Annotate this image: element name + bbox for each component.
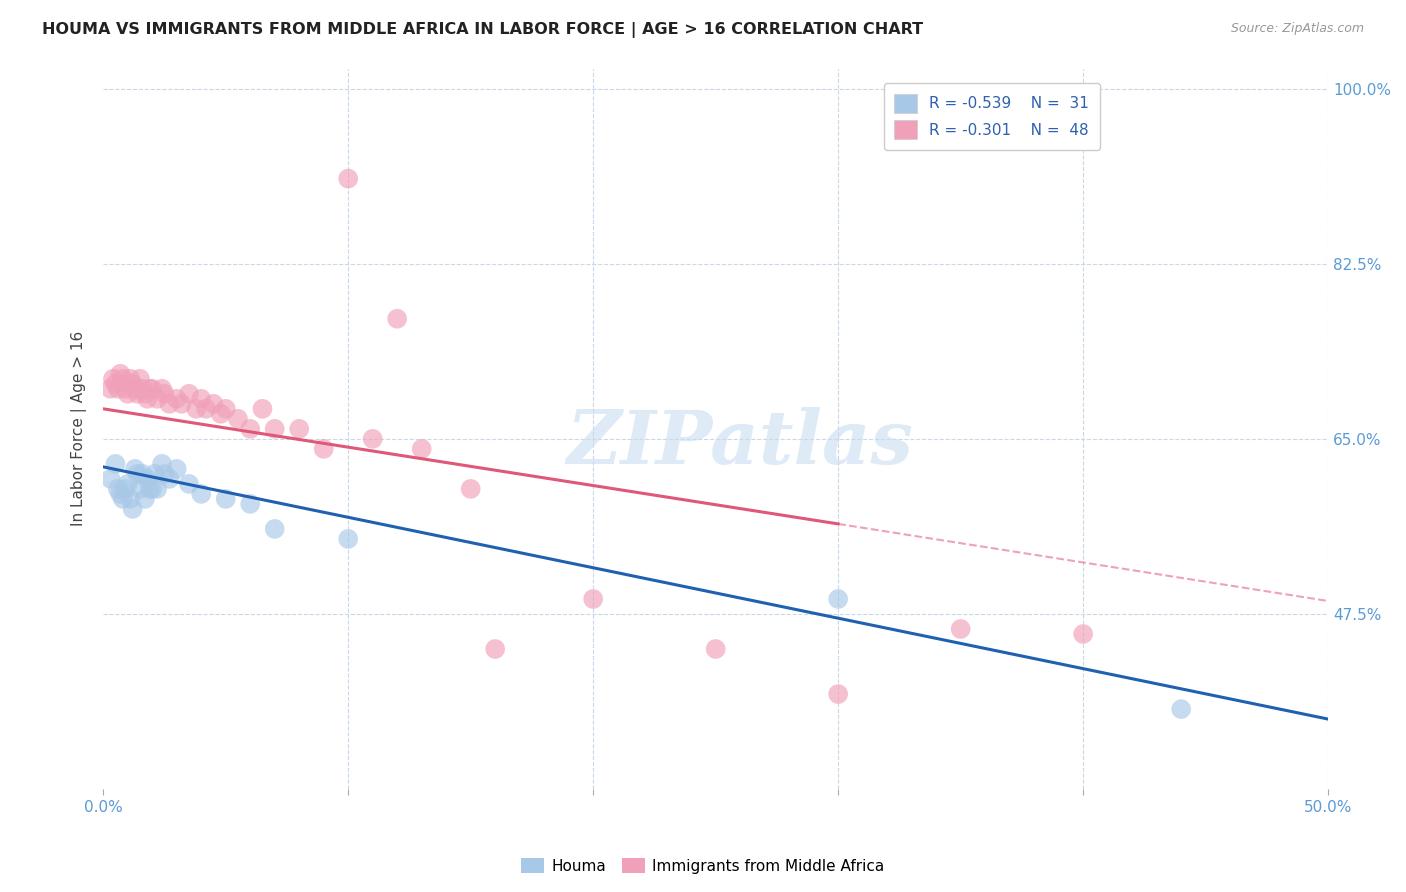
Y-axis label: In Labor Force | Age > 16: In Labor Force | Age > 16 [72, 331, 87, 526]
Text: Source: ZipAtlas.com: Source: ZipAtlas.com [1230, 22, 1364, 36]
Point [312, 442, 335, 456]
Text: HOUMA VS IMMIGRANTS FROM MIDDLE AFRICA IN LABOR FORCE | AGE > 16 CORRELATION CHA: HOUMA VS IMMIGRANTS FROM MIDDLE AFRICA I… [42, 22, 924, 38]
Point [186, 401, 208, 416]
Point [131, 382, 153, 396]
Point [239, 497, 262, 511]
Point [827, 592, 849, 607]
Point [337, 171, 360, 186]
Point [136, 392, 159, 406]
Point [114, 382, 136, 396]
Point [1071, 627, 1094, 641]
Legend: R = -0.539    N =  31, R = -0.301    N =  48: R = -0.539 N = 31, R = -0.301 N = 48 [883, 83, 1099, 150]
Point [146, 482, 169, 496]
Point [101, 372, 124, 386]
Point [124, 382, 146, 396]
Point [190, 487, 212, 501]
Point [157, 472, 180, 486]
Text: ZIPatlas: ZIPatlas [567, 407, 914, 480]
Point [484, 642, 506, 657]
Point [263, 522, 285, 536]
Point [239, 422, 262, 436]
Point [252, 401, 274, 416]
Point [121, 502, 143, 516]
Point [153, 467, 176, 481]
Point [127, 386, 149, 401]
Point [129, 372, 152, 386]
Point [157, 397, 180, 411]
Point [104, 457, 127, 471]
Point [139, 382, 162, 396]
Point [385, 311, 408, 326]
Point [150, 457, 173, 471]
Point [100, 382, 122, 396]
Point [150, 382, 173, 396]
Point [114, 482, 136, 496]
Point [131, 467, 153, 481]
Point [120, 491, 142, 506]
Point [110, 367, 132, 381]
Point [129, 482, 152, 496]
Point [134, 491, 156, 506]
Point [337, 532, 360, 546]
Point [177, 476, 200, 491]
Point [582, 592, 605, 607]
Point [166, 462, 188, 476]
Point [1170, 702, 1192, 716]
Point [127, 467, 149, 481]
Point [202, 397, 225, 411]
Point [141, 482, 163, 496]
Point [226, 412, 249, 426]
Point [139, 482, 162, 496]
Point [104, 376, 127, 391]
Point [100, 472, 122, 486]
Point [107, 382, 129, 396]
Point [124, 462, 146, 476]
Point [949, 622, 972, 636]
Point [361, 432, 384, 446]
Point [143, 467, 166, 481]
Point [117, 386, 139, 401]
Point [288, 422, 311, 436]
Point [195, 401, 218, 416]
Point [153, 386, 176, 401]
Point [827, 687, 849, 701]
Point [111, 491, 134, 506]
Point [411, 442, 433, 456]
Point [170, 397, 193, 411]
Point [107, 482, 129, 496]
Point [136, 472, 159, 486]
Point [110, 487, 132, 501]
Point [460, 482, 482, 496]
Point [209, 407, 232, 421]
Point [704, 642, 727, 657]
Point [117, 476, 139, 491]
Point [111, 372, 134, 386]
Point [166, 392, 188, 406]
Point [215, 401, 238, 416]
Point [146, 392, 169, 406]
Point [141, 382, 163, 396]
Point [177, 386, 200, 401]
Point [121, 376, 143, 391]
Point [120, 372, 142, 386]
Point [190, 392, 212, 406]
Point [215, 491, 238, 506]
Legend: Houma, Immigrants from Middle Africa: Houma, Immigrants from Middle Africa [515, 852, 891, 880]
Point [134, 386, 156, 401]
Point [263, 422, 285, 436]
